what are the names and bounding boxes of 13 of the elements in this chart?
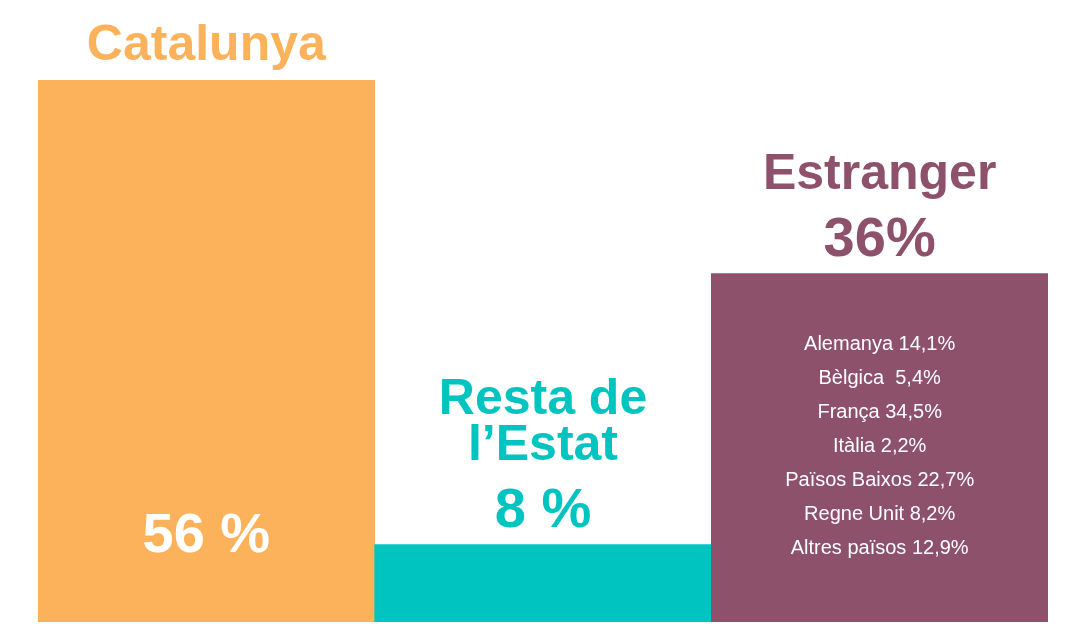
annotation: Alemanya 14,1% [804,331,956,354]
data-label: 8 % [494,475,592,539]
annotation: Bèlgica 5,4% [818,365,942,388]
x-tick-label: Estranger [762,143,997,200]
data-label: 36% [823,204,936,268]
annotation: França 34,5% [817,399,943,422]
annotation: Itàlia 2,2% [832,433,927,456]
annotation: Països Baixos 22,7% [785,467,975,490]
x-tick-label: Catalunya [86,15,328,71]
data-label: 56 % [142,501,271,564]
annotation: Regne Unit 8,2% [804,501,956,524]
x-tick-label: Resta de l’Estat [438,368,648,471]
annotation: Altres països 12,9% [790,535,969,558]
